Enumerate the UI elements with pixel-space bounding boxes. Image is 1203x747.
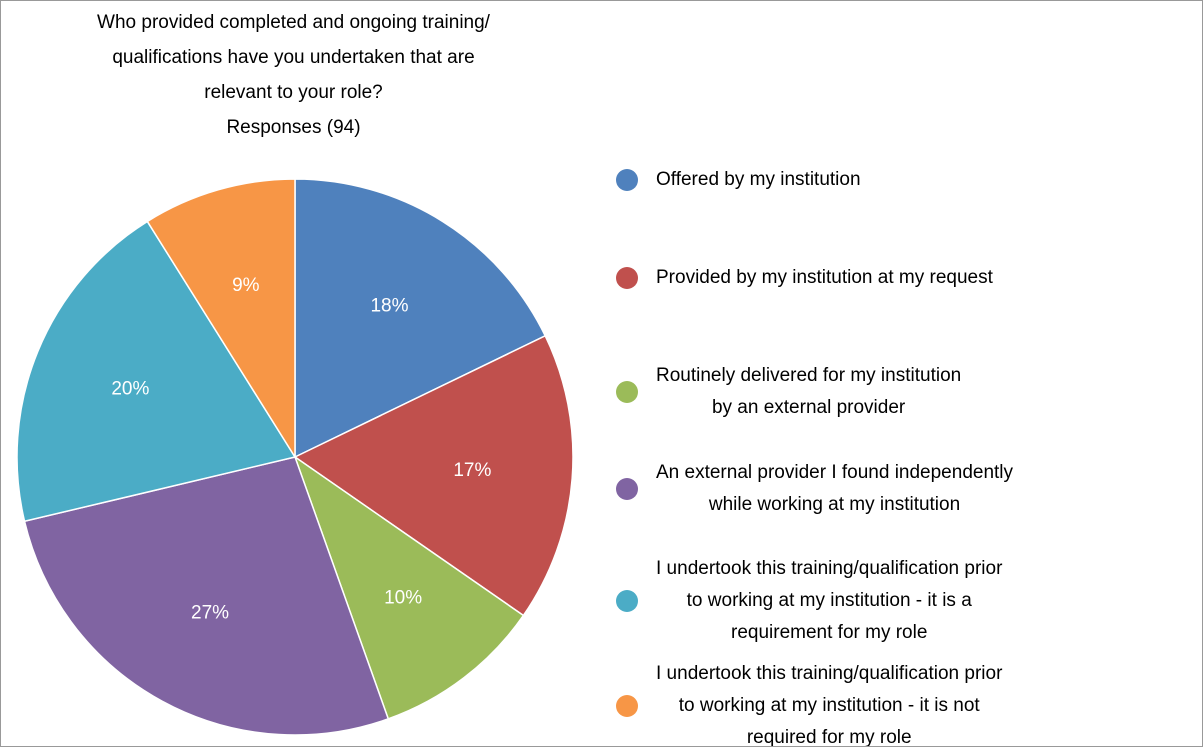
slice-label: 27% xyxy=(191,602,229,623)
legend-label: Routinely delivered for my institution b… xyxy=(656,365,962,418)
slice-label: 20% xyxy=(111,379,149,400)
pie-slice xyxy=(23,456,390,736)
pie-slice xyxy=(293,334,574,617)
legend-label: Provided by my institution at my request xyxy=(656,267,993,288)
pie-slice xyxy=(293,455,525,720)
legend-marker xyxy=(616,478,638,500)
slice-label: 18% xyxy=(370,295,408,316)
legend-label: Offered by my institution xyxy=(656,169,861,190)
pie-slice xyxy=(16,220,297,523)
slice-label: 9% xyxy=(232,275,260,296)
legend-label: An external provider I found independent… xyxy=(656,462,1014,515)
pie-slice xyxy=(146,178,296,460)
chart-subtitle: Responses (94) xyxy=(226,117,361,138)
legend-label: I undertook this training/qualification … xyxy=(656,558,1003,643)
legend-label: I undertook this training/qualification … xyxy=(656,663,1003,747)
pie-slice xyxy=(294,178,547,459)
legend-marker xyxy=(616,590,638,612)
legend-marker xyxy=(616,169,638,191)
legend-marker xyxy=(616,695,638,717)
slice-label: 10% xyxy=(384,587,422,608)
legend-marker xyxy=(616,381,638,403)
legend-marker xyxy=(616,267,638,289)
slice-label: 17% xyxy=(453,460,491,481)
chart-title-block: Who provided completed and ongoing train… xyxy=(1,5,586,145)
chart-title: Who provided completed and ongoing train… xyxy=(97,12,490,103)
